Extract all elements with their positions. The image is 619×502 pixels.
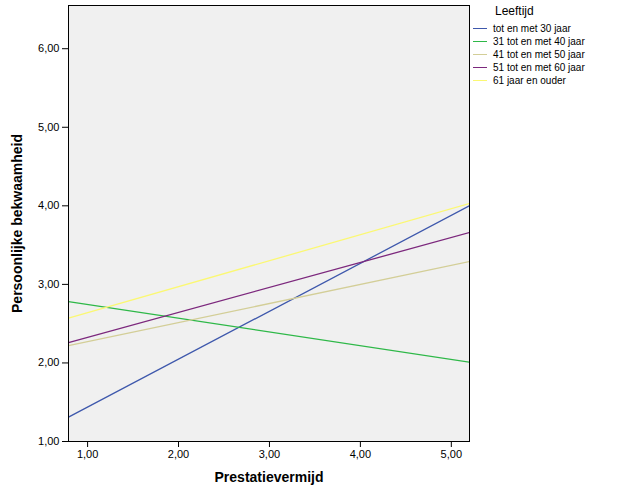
svg-text:3,00: 3,00 (259, 448, 280, 460)
svg-text:5,00: 5,00 (38, 121, 59, 133)
html-text:61 jaar en ouder: 61 jaar en ouder (493, 75, 566, 86)
svg-text:2,00: 2,00 (168, 448, 189, 460)
svg-text:Persoonlijke bekwaamheid: Persoonlijke bekwaamheid (9, 134, 25, 313)
html-text:Leeftijd: Leeftijd (495, 4, 534, 18)
html-text:tot en met 30 jaar: tot en met 30 jaar (493, 23, 571, 34)
svg-text:5,00: 5,00 (441, 448, 462, 460)
svg-text:4,00: 4,00 (38, 199, 59, 211)
svg-text:1,00: 1,00 (77, 448, 98, 460)
html-text:31 tot en met 40 jaar: 31 tot en met 40 jaar (493, 36, 585, 47)
html-text:51 tot en met 60 jaar: 51 tot en met 60 jaar (493, 62, 585, 73)
svg-text:1,00: 1,00 (38, 435, 59, 447)
svg-text:Prestatievermijd: Prestatievermijd (215, 469, 324, 485)
svg-text:6,00: 6,00 (38, 42, 59, 54)
svg-text:2,00: 2,00 (38, 356, 59, 368)
html-text:41 tot en met 50 jaar: 41 tot en met 50 jaar (493, 49, 585, 60)
svg-text:4,00: 4,00 (350, 448, 371, 460)
svg-text:3,00: 3,00 (38, 278, 59, 290)
